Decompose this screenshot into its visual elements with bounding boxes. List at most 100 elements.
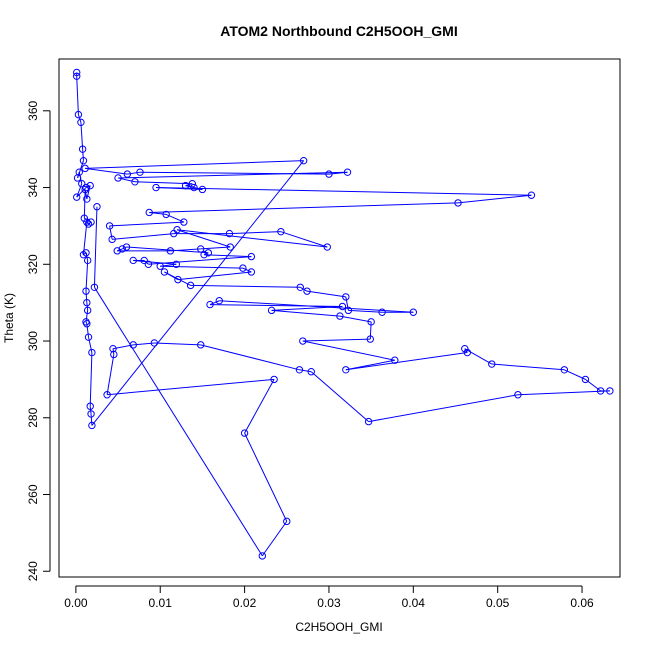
data-point [366,335,374,343]
data-point [113,247,121,255]
data-point [81,185,89,194]
series-segment [85,260,89,292]
data-point [391,356,399,364]
data-point [140,256,148,265]
data-point [114,174,122,182]
data-series [73,68,614,560]
data-point [606,387,614,395]
data-point [225,229,234,238]
data-point [90,283,99,292]
x-tick-label: 0.04 [402,596,426,610]
series-segment [85,160,304,169]
data-point [83,195,91,203]
data-point [299,156,308,165]
data-point [206,300,214,309]
series-segment [204,254,252,258]
data-point [174,275,182,284]
data-point [307,368,315,376]
series-segment [93,206,98,288]
series-segment [261,521,288,557]
series-segment [369,321,372,340]
data-point [226,243,234,251]
data-point [84,333,93,341]
data-point [79,156,88,165]
data-point [73,193,81,201]
x-tick-label: 0.00 [64,596,88,610]
series-segment [457,194,532,204]
data-point [323,243,331,251]
data-point [344,306,353,315]
data-point [129,341,137,349]
data-point [325,170,333,178]
series-segment [299,369,312,373]
series-segment [154,342,201,346]
series-segment [149,202,459,213]
y-axis: 240 260 280 300 320 340 360 [26,100,51,581]
data-point [283,517,291,526]
data-point [75,168,83,176]
series-segment [271,305,343,311]
series-segment [109,225,113,240]
series-segment [339,315,372,323]
series-segment [209,304,343,307]
data-point [215,297,223,305]
series-segment [177,271,252,281]
data-point [131,178,139,186]
data-point [78,145,87,153]
series-segment [117,248,123,252]
series-segment [86,323,90,338]
series-segment [242,267,252,273]
data-point [240,429,249,437]
series-segment [80,122,84,150]
data-point [299,337,307,345]
data-point [83,298,91,307]
data-point [488,360,496,368]
y-tick-label: 320 [26,254,40,274]
data-point [343,168,352,176]
series-segment [77,114,82,123]
series-segment [491,363,565,371]
series-segment [200,246,231,250]
series-segment [306,290,346,298]
series-segment [368,394,519,423]
series-segment [300,286,308,292]
series-segment [200,344,300,371]
data-point [364,417,373,426]
x-tick-label: 0.05 [486,596,510,610]
series-segment [76,187,87,198]
series-segment [122,246,127,250]
data-point [73,72,81,80]
data-point [180,218,188,226]
series-segment [76,76,79,115]
data-point [560,366,569,374]
series-segment [91,160,305,426]
x-axis-label: C2H5OOH_GMI [295,620,382,634]
data-point [342,366,350,374]
series-segment [85,185,91,188]
series-segment [160,265,243,269]
data-point [463,348,472,357]
data-point [258,552,267,560]
data-point [197,341,205,349]
data-point [152,183,160,192]
data-point [197,245,205,253]
series-segment [190,284,301,288]
series-segment [85,167,128,175]
series-segment [89,352,93,407]
data-point [84,220,93,228]
data-point [166,247,175,255]
series-segment [85,321,88,324]
y-tick-label: 280 [26,407,40,427]
series-segment [271,309,340,317]
data-point [103,391,111,399]
x-tick-label: 0.03 [317,596,341,610]
plot-area-frame [58,58,621,578]
y-tick-label: 300 [26,331,40,351]
series-segment [107,378,275,396]
data-point [247,268,256,276]
series-segment [85,291,88,303]
data-point [144,260,153,268]
data-point [454,199,462,207]
series-segment [76,183,83,198]
